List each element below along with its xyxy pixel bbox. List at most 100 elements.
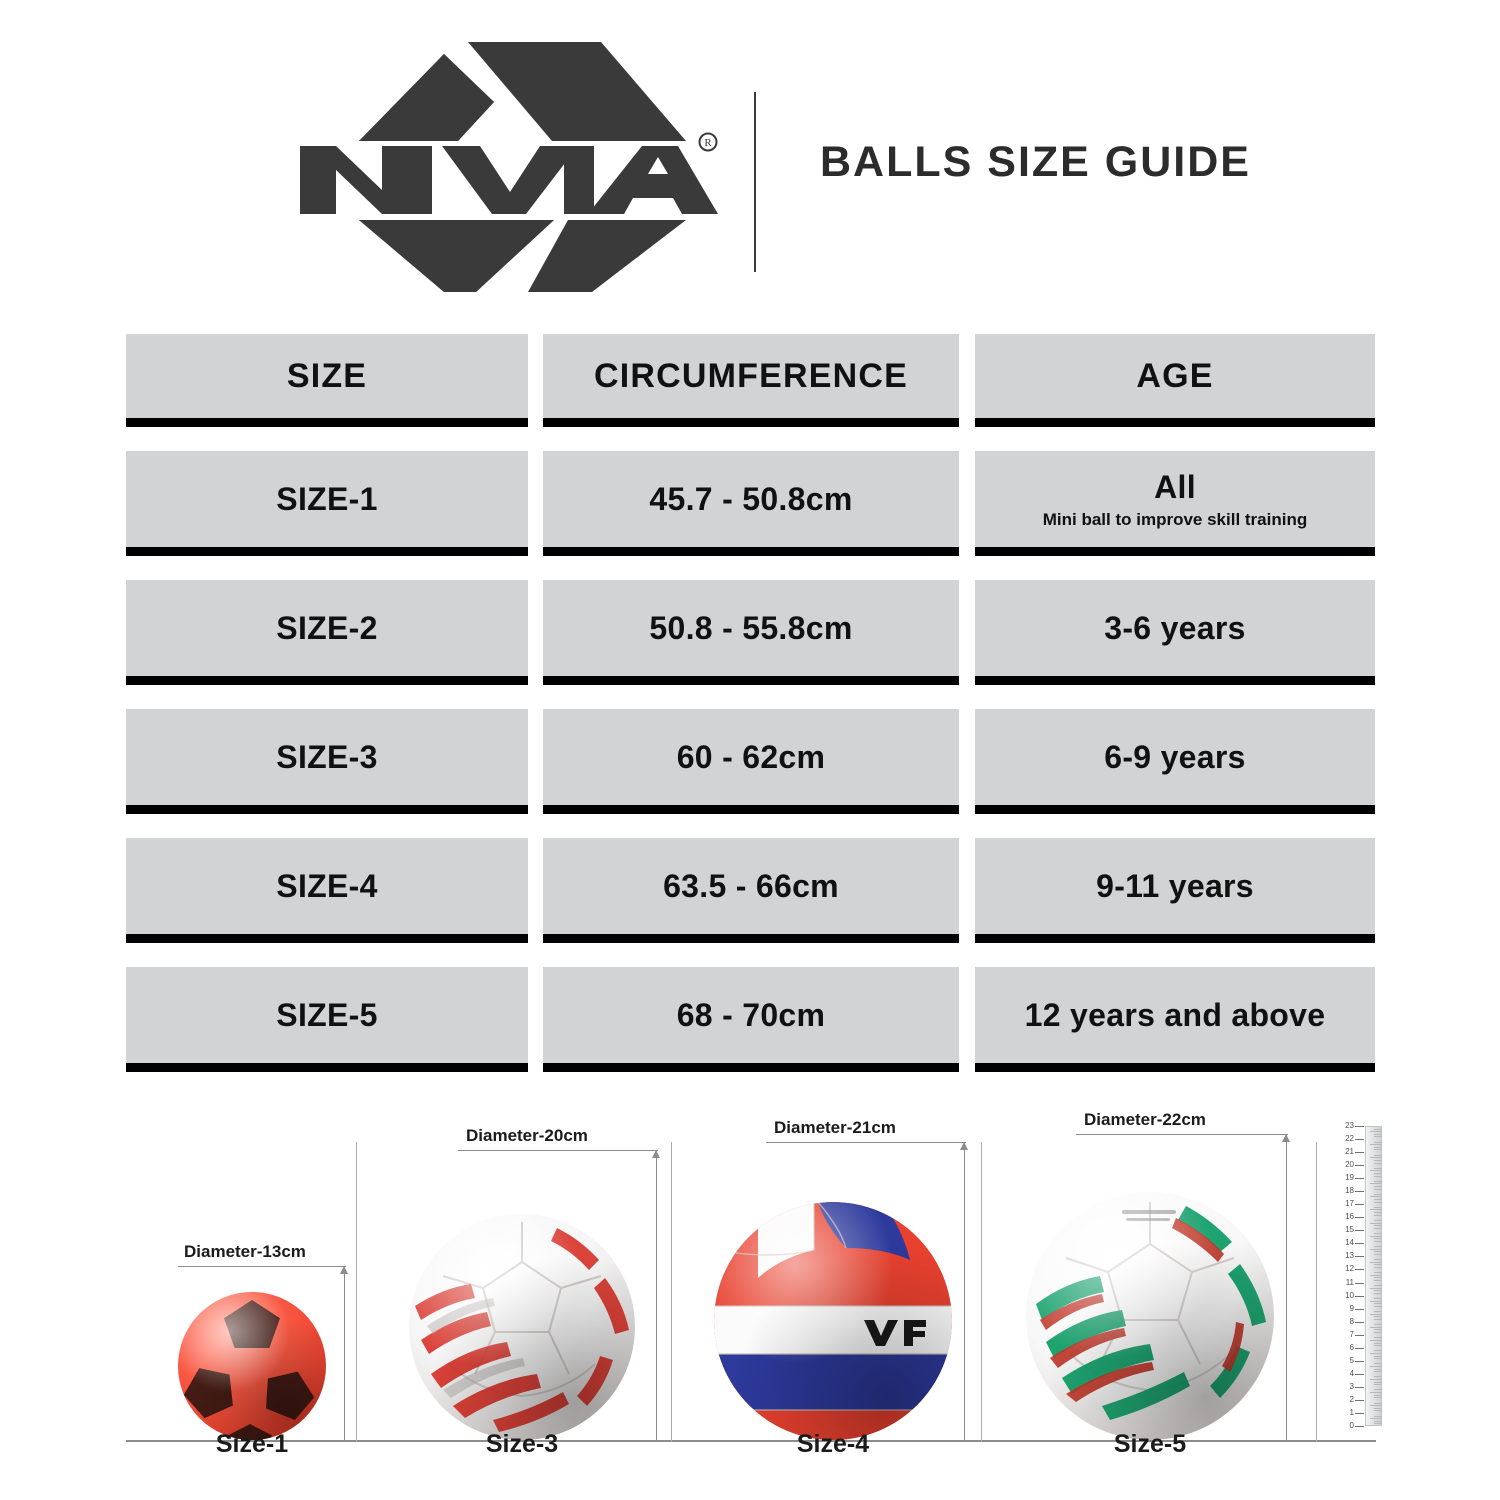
ruler-minor-tick [1374, 1324, 1382, 1326]
ruler-tick-label: 14 [1345, 1238, 1354, 1248]
ruler-minor-tick [1374, 1136, 1382, 1138]
size-value: SIZE-5 [276, 996, 378, 1033]
ruler-minor-tick [1370, 1196, 1382, 1198]
ruler-minor-tick [1374, 1394, 1382, 1396]
page-title: BALLS SIZE GUIDE [820, 138, 1251, 186]
nivia-logo: R [296, 42, 728, 292]
ruler-tick-label: 7 [1349, 1329, 1354, 1339]
ruler-tick [1355, 1217, 1364, 1219]
ruler-minor-tick [1374, 1277, 1382, 1279]
ruler-minor-tick [1370, 1405, 1382, 1407]
ruler-tick-label: 13 [1345, 1251, 1354, 1261]
ruler-minor-tick [1370, 1287, 1382, 1289]
ruler-minor-tick [1374, 1363, 1382, 1365]
ruler-minor-tick [1374, 1227, 1382, 1229]
ruler-tick [1355, 1256, 1364, 1258]
ruler-minor-tick [1374, 1146, 1382, 1148]
baseline-rule [126, 1440, 1376, 1442]
ruler-tick [1355, 1347, 1364, 1349]
ruler-minor-tick [1374, 1162, 1382, 1164]
ruler-tick [1355, 1178, 1364, 1180]
table-row: SIZE-1 45.7 - 50.8cm All Mini ball to im… [0, 451, 1500, 556]
header: R BALLS SIZE GUIDE [0, 0, 1500, 320]
ruler-minor-tick [1374, 1311, 1382, 1313]
ruler-minor-tick [1374, 1206, 1382, 1208]
column-separator [981, 1142, 982, 1442]
ruler-minor-tick [1374, 1266, 1382, 1268]
ruler-minor-tick [1374, 1384, 1382, 1386]
ruler-tick-label: 15 [1345, 1225, 1354, 1235]
ruler-tick-label: 23 [1345, 1121, 1354, 1130]
circumference-value: 68 - 70cm [676, 996, 826, 1033]
ruler-minor-tick [1374, 1167, 1382, 1169]
table-header-cell-circumference: CIRCUMFERENCE [543, 334, 959, 427]
soccer-panel-graphic [415, 1222, 629, 1432]
ruler-minor-tick [1370, 1418, 1382, 1420]
column-header-label: SIZE [286, 356, 368, 395]
ruler-minor-tick [1374, 1376, 1382, 1378]
ruler-minor-tick [1374, 1128, 1382, 1130]
ruler-minor-tick [1374, 1225, 1382, 1227]
cell-age: 6-9 years [975, 709, 1375, 814]
ruler-minor-tick [1374, 1214, 1382, 1216]
ruler-minor-tick [1374, 1371, 1382, 1373]
ruler-tick-label: 19 [1345, 1173, 1354, 1183]
cell-circumference: 68 - 70cm [543, 967, 959, 1072]
size-table: SIZE CIRCUMFERENCE AGE SIZE-1 45.7 - 50.… [0, 334, 1500, 1096]
ruler-minor-tick [1374, 1345, 1382, 1347]
ruler-tick [1355, 1412, 1364, 1414]
ruler-tick-label: 9 [1349, 1303, 1354, 1313]
ruler-tick-label: 17 [1345, 1199, 1354, 1209]
ball-image-size-3 [409, 1214, 635, 1440]
ruler-tick [1355, 1269, 1364, 1271]
ruler-minor-tick [1374, 1329, 1382, 1331]
ruler-minor-tick [1370, 1209, 1382, 1211]
age-note: Mini ball to improve skill training [1042, 509, 1308, 529]
ruler-minor-tick [1370, 1379, 1382, 1381]
cell-size: SIZE-5 [126, 967, 528, 1072]
ruler-tick [1355, 1399, 1364, 1401]
ruler-minor-tick [1370, 1392, 1382, 1394]
ruler-tick [1355, 1152, 1364, 1154]
age-value: 9-11 years [1096, 867, 1254, 904]
ruler-tick-label: 4 [1349, 1368, 1354, 1378]
ruler-tick-label: 8 [1349, 1316, 1354, 1326]
ruler-minor-tick [1370, 1157, 1382, 1159]
ruler-minor-tick [1370, 1183, 1382, 1185]
cell-age: All Mini ball to improve skill training [975, 451, 1375, 556]
ruler-minor-tick [1370, 1222, 1382, 1224]
dimension-arrow [652, 1150, 660, 1440]
ruler-minor-tick [1374, 1368, 1382, 1370]
column-header-label: CIRCUMFERENCE [593, 356, 909, 395]
ruler-tick-label: 10 [1345, 1290, 1354, 1300]
header-divider [754, 92, 756, 272]
circumference-value: 50.8 - 55.8cm [649, 609, 853, 646]
ruler-minor-tick [1374, 1319, 1382, 1321]
ruler-minor-tick [1374, 1188, 1382, 1190]
nivia-diamond-icon: R [300, 42, 718, 292]
ruler-minor-tick [1374, 1159, 1382, 1161]
ruler-tick-label: 1 [1349, 1407, 1354, 1417]
cell-age: 9-11 years [975, 838, 1375, 943]
ruler-minor-tick [1370, 1274, 1382, 1276]
ruler-minor-tick [1370, 1170, 1382, 1172]
ruler-tick [1355, 1426, 1364, 1427]
ruler-minor-tick [1374, 1180, 1382, 1182]
ruler-minor-tick [1374, 1342, 1382, 1344]
ruler-minor-tick [1374, 1355, 1382, 1357]
column-separator [1316, 1142, 1317, 1442]
ruler-minor-tick [1374, 1358, 1382, 1360]
circumference-value: 63.5 - 66cm [663, 867, 839, 904]
ruler-minor-tick [1374, 1397, 1382, 1399]
ruler-minor-tick [1370, 1326, 1382, 1328]
ruler-minor-tick [1374, 1133, 1382, 1135]
dimension-arrow [1282, 1134, 1290, 1440]
table-header-cell-size: SIZE [126, 334, 528, 427]
diameter-label-size-4: Diameter-21cm [774, 1118, 896, 1137]
ruler-tick [1355, 1126, 1364, 1127]
ruler-minor-tick [1374, 1337, 1382, 1339]
dimension-guide-line [178, 1266, 346, 1267]
ruler-tick [1355, 1308, 1364, 1310]
ruler-minor-tick [1374, 1172, 1382, 1174]
ruler-minor-tick [1374, 1303, 1382, 1305]
